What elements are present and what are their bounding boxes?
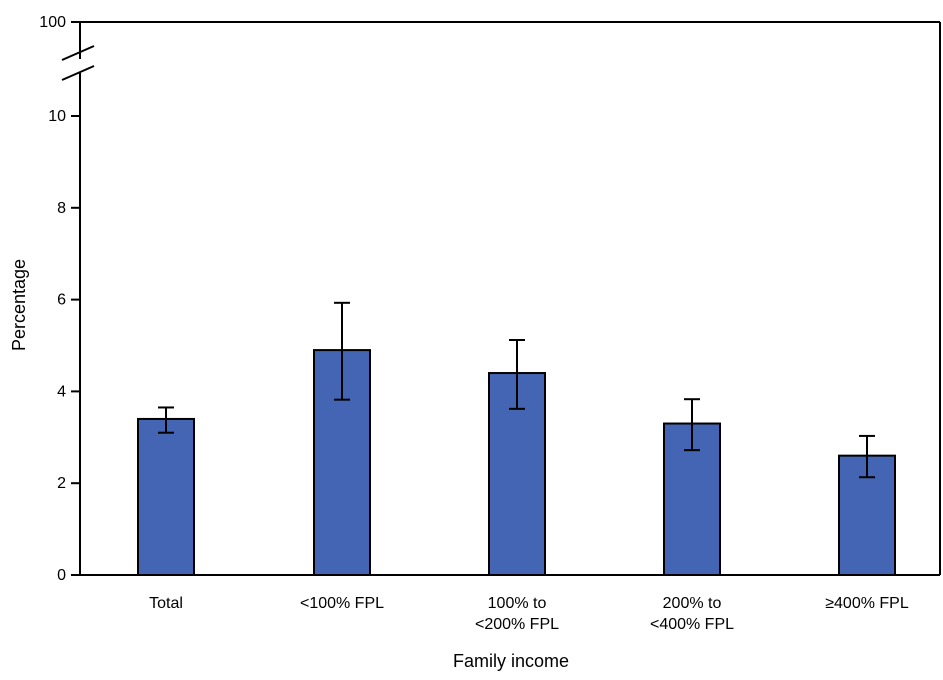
bar (137, 417, 195, 576)
axis-break-mark (61, 65, 95, 81)
x-tick-label: 100% to (488, 595, 547, 612)
y-tick-label: 2 (57, 475, 66, 492)
x-tick-label: ≥400% FPL (825, 595, 909, 612)
chart-marks: 0 2 4 6 8 10 100 Total <100% FPL 100% to <200% FPL… (39, 14, 941, 633)
y-tick-label: 4 (57, 383, 66, 400)
x-tick-label: 200% to (663, 595, 722, 612)
y-tick-label: 100 (39, 14, 66, 31)
x-tick-label: <200% FPL (475, 616, 559, 633)
x-tick-label: <100% FPL (300, 595, 384, 612)
y-tick-label: 8 (57, 200, 66, 217)
x-tick-label: Total (149, 595, 183, 612)
y-axis-title: Percentage (9, 259, 29, 351)
y-tick-label: 10 (48, 108, 66, 125)
x-axis-title: Family income (453, 651, 569, 671)
axis-break-mark (61, 45, 95, 61)
x-tick-label: <400% FPL (650, 616, 734, 633)
y-tick-label: 6 (57, 292, 66, 309)
y-tick-label: 0 (57, 567, 66, 584)
